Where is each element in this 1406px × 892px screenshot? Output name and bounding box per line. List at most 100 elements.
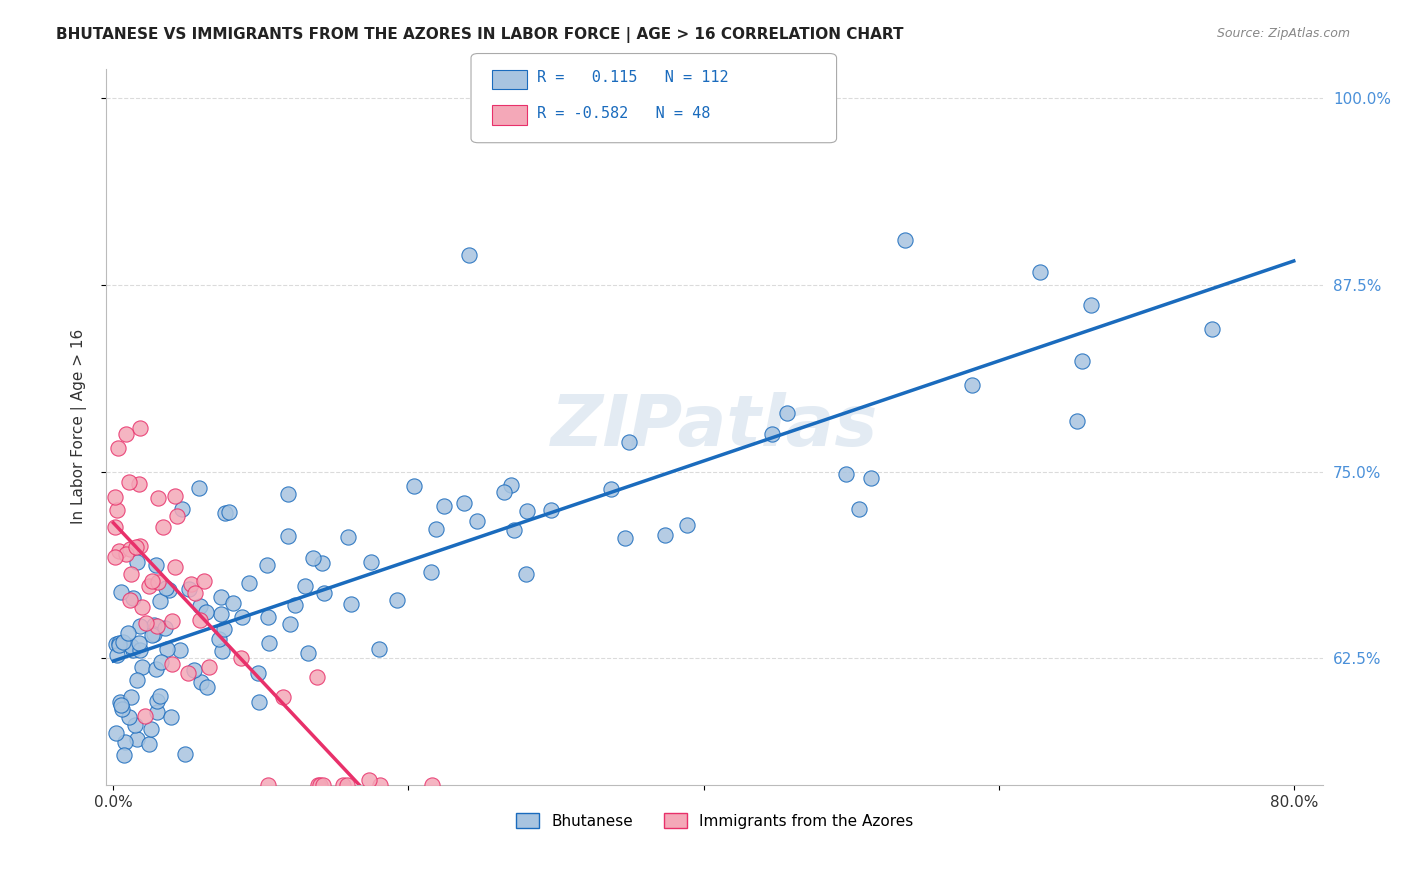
Bhutanese <box>360 555 382 569</box>
Bhutanese <box>145 558 167 572</box>
Bhutanese <box>278 617 301 632</box>
Immigrants from the Azores <box>257 778 280 792</box>
Bhutanese <box>311 556 333 570</box>
Bhutanese <box>131 660 153 674</box>
Bhutanese <box>143 618 166 632</box>
Bhutanese <box>155 621 177 635</box>
Bhutanese <box>108 639 131 653</box>
Immigrants from the Azores <box>166 509 188 524</box>
Bhutanese <box>516 504 538 518</box>
Bhutanese <box>114 735 136 749</box>
Bhutanese <box>314 586 336 600</box>
Bhutanese <box>256 558 278 573</box>
Immigrants from the Azores <box>273 690 295 705</box>
Bhutanese <box>209 590 232 604</box>
Bhutanese <box>195 680 218 694</box>
Bhutanese <box>127 555 149 569</box>
Bhutanese <box>107 648 129 663</box>
Immigrants from the Azores <box>188 613 211 627</box>
Bhutanese <box>146 694 169 708</box>
Bhutanese <box>110 698 132 713</box>
Immigrants from the Azores <box>108 543 131 558</box>
Bhutanese <box>120 640 142 654</box>
Legend: Bhutanese, Immigrants from the Azores: Bhutanese, Immigrants from the Azores <box>510 806 920 835</box>
Bhutanese <box>120 690 142 705</box>
Bhutanese <box>238 576 260 591</box>
Immigrants from the Azores <box>163 489 186 503</box>
Immigrants from the Azores <box>197 660 219 674</box>
Immigrants from the Azores <box>128 476 150 491</box>
Bhutanese <box>183 663 205 677</box>
Bhutanese <box>276 529 298 543</box>
Bhutanese <box>122 643 145 657</box>
Bhutanese <box>453 496 475 510</box>
Bhutanese <box>110 584 132 599</box>
Immigrants from the Azores <box>368 778 391 792</box>
Bhutanese <box>1080 298 1102 312</box>
Bhutanese <box>894 234 917 248</box>
Bhutanese <box>297 646 319 660</box>
Bhutanese <box>128 636 150 650</box>
Bhutanese <box>776 406 799 420</box>
Immigrants from the Azores <box>134 708 156 723</box>
Immigrants from the Azores <box>128 421 150 435</box>
Immigrants from the Azores <box>180 577 202 591</box>
Bhutanese <box>128 619 150 633</box>
Bhutanese <box>515 567 537 582</box>
Bhutanese <box>127 673 149 687</box>
Bhutanese <box>247 666 270 681</box>
Immigrants from the Azores <box>141 574 163 589</box>
Bhutanese <box>177 582 200 596</box>
Bhutanese <box>834 467 856 481</box>
Text: R = -0.582   N = 48: R = -0.582 N = 48 <box>537 106 710 120</box>
Immigrants from the Azores <box>114 426 136 441</box>
Immigrants from the Azores <box>107 441 129 455</box>
Bhutanese <box>1066 414 1088 428</box>
Text: ZIPatlas: ZIPatlas <box>551 392 879 461</box>
Immigrants from the Azores <box>152 519 174 533</box>
Bhutanese <box>194 605 217 619</box>
Immigrants from the Azores <box>105 502 128 516</box>
Bhutanese <box>231 609 253 624</box>
Bhutanese <box>1029 265 1052 279</box>
Bhutanese <box>111 635 134 649</box>
Immigrants from the Azores <box>118 592 141 607</box>
Bhutanese <box>149 594 172 608</box>
Bhutanese <box>190 674 212 689</box>
Immigrants from the Azores <box>312 778 335 792</box>
Bhutanese <box>209 607 232 621</box>
Bhutanese <box>149 655 172 669</box>
Bhutanese <box>214 507 236 521</box>
Immigrants from the Azores <box>309 778 332 792</box>
Immigrants from the Azores <box>125 541 148 555</box>
Bhutanese <box>105 637 128 651</box>
Bhutanese <box>540 503 562 517</box>
Bhutanese <box>188 599 211 613</box>
Bhutanese <box>139 723 162 737</box>
Bhutanese <box>138 737 160 751</box>
Immigrants from the Azores <box>193 574 215 588</box>
Immigrants from the Azores <box>115 547 138 561</box>
Bhutanese <box>160 710 183 724</box>
Bhutanese <box>385 592 408 607</box>
Bhutanese <box>247 695 270 709</box>
Bhutanese <box>110 695 132 709</box>
Immigrants from the Azores <box>359 773 381 788</box>
Immigrants from the Azores <box>184 586 207 600</box>
Immigrants from the Azores <box>336 778 359 792</box>
Immigrants from the Azores <box>129 539 152 553</box>
Bhutanese <box>141 628 163 642</box>
Immigrants from the Azores <box>118 542 141 557</box>
Bhutanese <box>218 505 240 519</box>
Immigrants from the Azores <box>104 490 127 504</box>
Bhutanese <box>124 718 146 732</box>
Bhutanese <box>122 591 145 606</box>
Immigrants from the Azores <box>138 579 160 593</box>
Bhutanese <box>654 527 676 541</box>
Immigrants from the Azores <box>163 560 186 574</box>
Bhutanese <box>860 471 883 485</box>
Bhutanese <box>174 747 197 761</box>
Bhutanese <box>617 435 640 450</box>
Bhutanese <box>187 481 209 495</box>
Immigrants from the Azores <box>104 519 127 533</box>
